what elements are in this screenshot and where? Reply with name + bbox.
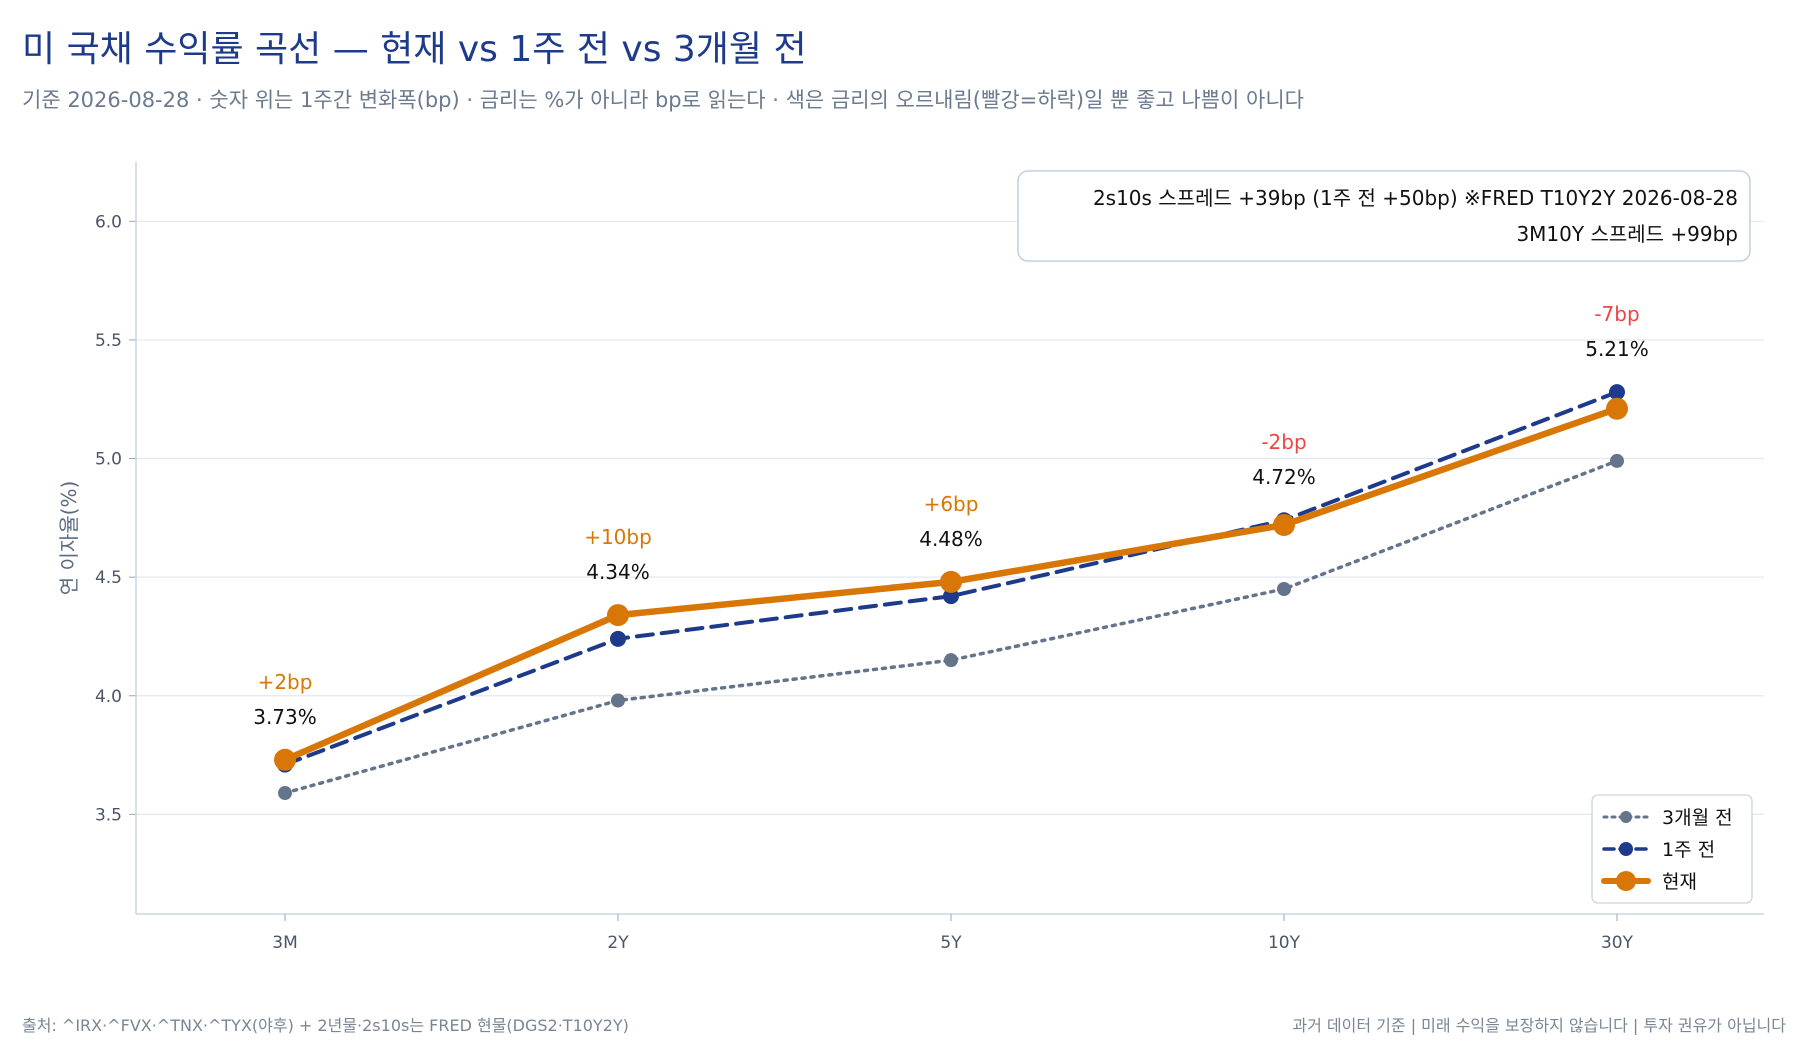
series-point-dotted <box>1610 453 1624 468</box>
legend-swatch-marker <box>1619 842 1633 856</box>
x-tick-label: 5Y <box>940 933 962 953</box>
series-point-solid <box>1606 397 1628 420</box>
series-point-dotted <box>1277 582 1291 597</box>
chart-title: 미 국채 수익률 곡선 — 현재 vs 1주 전 vs 3개월 전 <box>22 29 807 70</box>
series-point-solid <box>940 570 962 593</box>
value-label: 5.21% <box>1585 337 1649 361</box>
x-tick-label: 10Y <box>1268 933 1301 953</box>
series-point-solid <box>1273 513 1295 536</box>
disclaimer-note: 과거 데이터 기준 | 미래 수익을 보장하지 않습니다 | 투자 권유가 아닙… <box>1292 1016 1786 1035</box>
change-label: +2bp <box>258 670 313 694</box>
annotation-frame <box>1017 170 1751 262</box>
value-label: 4.48% <box>919 527 983 551</box>
series-point-dashed <box>1609 384 1625 401</box>
legend-label: 3개월 전 <box>1662 807 1733 829</box>
legend-swatch-marker <box>1620 811 1632 823</box>
legend-label: 1주 전 <box>1662 839 1715 861</box>
series-point-dashed <box>610 630 626 647</box>
y-tick-label: 5.0 <box>95 450 122 470</box>
series-point-dotted <box>611 693 625 708</box>
data-label-layer: 3.73% +2bp 4.34% +10bp 4.48% +6bp 4.72% -2bp 5.2… <box>253 302 1649 729</box>
spread-annotation-box: 2s10s 스프레드 +39bp (1주 전 +50bp) ※FRED T10Y… <box>1017 170 1751 262</box>
y-tick-label: 4.5 <box>95 568 122 588</box>
y-tick-label: 5.5 <box>95 331 122 351</box>
chart-subtitle: 기준 2026-08-28 · 숫자 위는 1주간 변화폭(bp) · 금리는 … <box>22 88 1304 112</box>
annotation-line-2s10s: 2s10s 스프레드 +39bp (1주 전 +50bp) ※FRED T10Y… <box>1093 186 1738 210</box>
x-tick-label: 2Y <box>607 933 629 953</box>
axis-layer: 연 이자율(%) 3M 2Y 5Y 10Y 30Y <box>57 162 1764 953</box>
value-label: 4.34% <box>586 560 650 584</box>
y-tick-label: 6.0 <box>95 212 122 232</box>
value-label: 3.73% <box>253 705 317 729</box>
series-point-solid <box>274 748 296 771</box>
source-note: 출처: ^IRX·^FVX·^TNX·^TYX(야후) + 2년물·2s10s는… <box>22 1016 629 1035</box>
series-point-solid <box>607 604 629 627</box>
y-axis-title: 연 이자율(%) <box>57 481 81 596</box>
value-label: 4.72% <box>1252 465 1316 489</box>
chart-legend: 3개월 전 1주 전현재 <box>1591 794 1753 904</box>
change-label: -7bp <box>1594 302 1639 326</box>
change-label: -2bp <box>1261 430 1306 454</box>
change-label: +10bp <box>584 525 652 549</box>
x-tick-label: 30Y <box>1601 933 1634 953</box>
series-point-dotted <box>278 786 292 801</box>
legend-swatch-marker <box>1616 871 1636 891</box>
annotation-line-3m10y: 3M10Y 스프레드 +99bp <box>1516 222 1738 246</box>
y-tick-label: 4.0 <box>95 687 122 707</box>
y-tick-label: 3.5 <box>95 805 122 825</box>
series-layer <box>274 384 1628 801</box>
change-label: +6bp <box>924 492 979 516</box>
legend-label: 현재 <box>1662 871 1697 893</box>
series-point-dotted <box>944 653 958 668</box>
x-tick-label: 3M <box>272 933 297 953</box>
